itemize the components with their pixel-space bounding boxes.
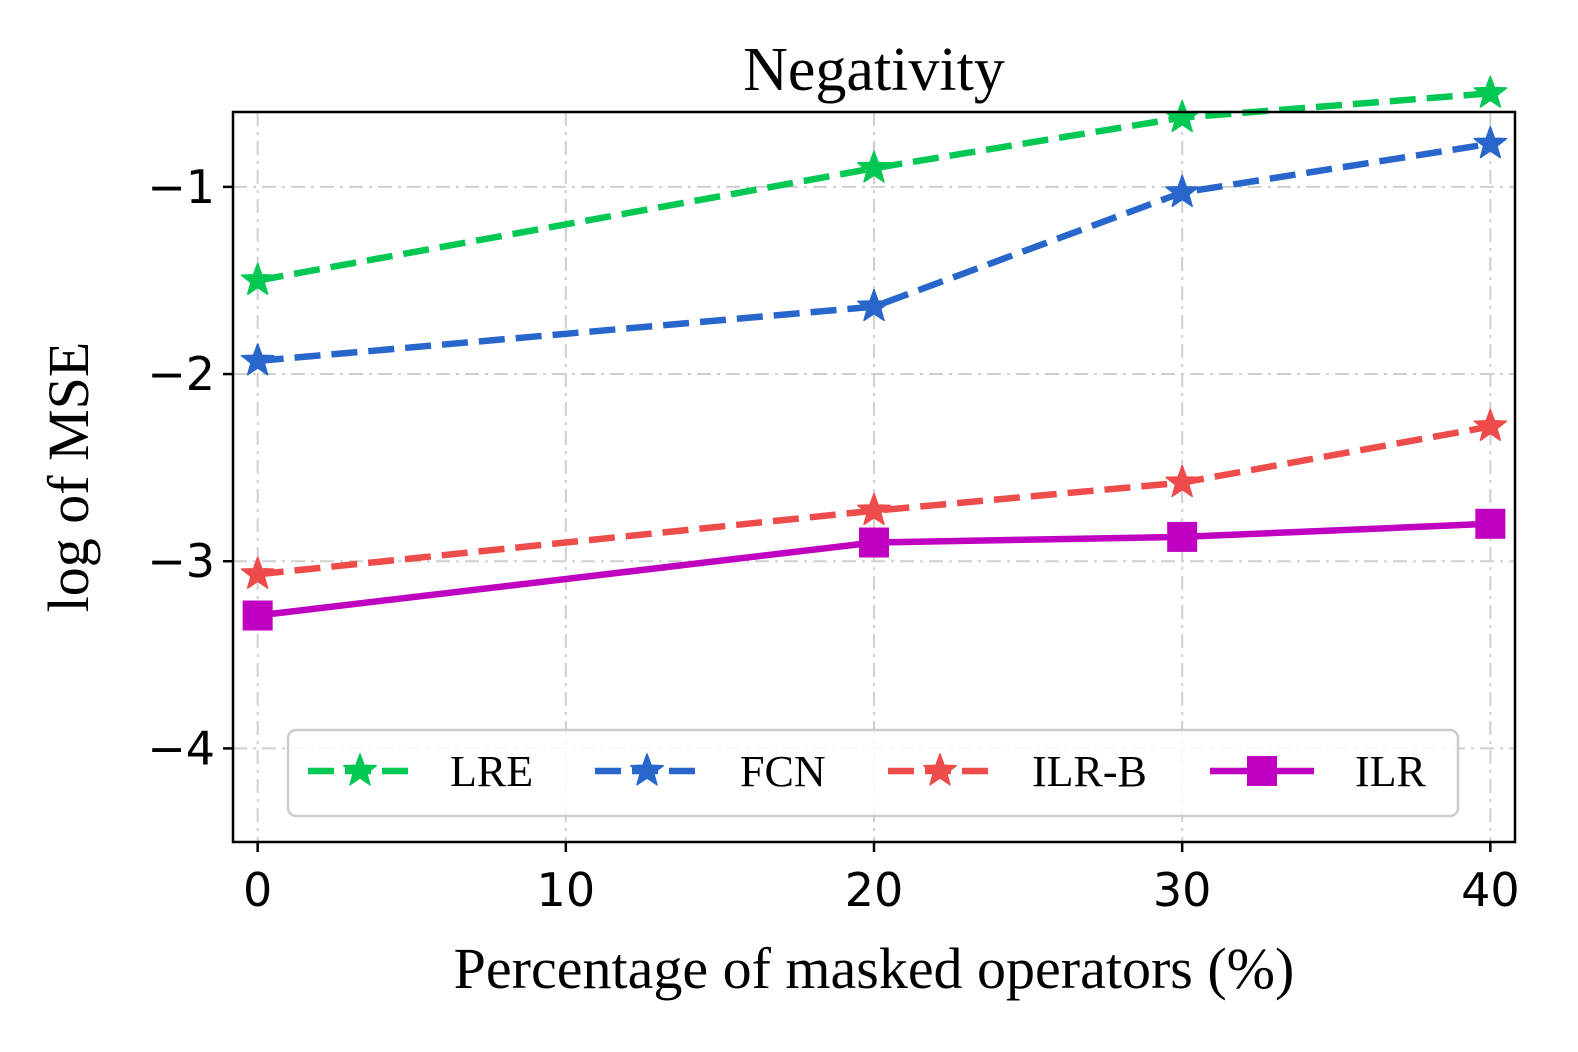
legend-label: FCN bbox=[740, 747, 826, 796]
series-fcn bbox=[240, 126, 1508, 376]
y-tick-label: −4 bbox=[147, 721, 215, 775]
y-axis-label: log of MSE bbox=[36, 342, 101, 613]
data-point-ilr-b bbox=[240, 556, 275, 589]
data-point-ilr bbox=[1167, 521, 1198, 552]
data-point-lre bbox=[240, 262, 275, 295]
legend-swatch-marker bbox=[630, 753, 664, 786]
data-point-ilr-b bbox=[1473, 408, 1508, 441]
series-ilr bbox=[242, 508, 1506, 631]
legend-item-lre: LRE bbox=[308, 747, 533, 796]
legend-label: ILR bbox=[1355, 747, 1427, 796]
data-point-ilr bbox=[242, 600, 273, 631]
data-point-lre bbox=[857, 150, 891, 183]
data-point-ilr-b bbox=[857, 492, 891, 526]
x-tick-label: 10 bbox=[537, 863, 596, 917]
data-point-ilr-b bbox=[1165, 464, 1200, 498]
series-lre bbox=[240, 75, 1508, 295]
data-point-fcn bbox=[857, 288, 891, 322]
legend: LRE FCN ILR-B ILR bbox=[286, 728, 1460, 818]
x-tick-label: 40 bbox=[1461, 863, 1520, 917]
legend-swatch-marker bbox=[343, 753, 377, 786]
y-tick-label: −1 bbox=[147, 160, 215, 214]
data-point-fcn bbox=[240, 343, 275, 376]
legend-item-ilr: ILR bbox=[1210, 747, 1427, 796]
y-tick-label: −3 bbox=[147, 534, 215, 588]
series-line-fcn bbox=[257, 140, 1491, 365]
x-tick-label: 20 bbox=[845, 863, 904, 917]
data-point-fcn bbox=[1165, 174, 1200, 207]
series-line-ilr-b bbox=[257, 423, 1491, 578]
series-ilr-b bbox=[240, 408, 1508, 589]
series-line-lre bbox=[257, 90, 1491, 284]
data-point-lre bbox=[1473, 75, 1508, 108]
legend-label: LRE bbox=[450, 747, 533, 796]
legend-box bbox=[286, 728, 1460, 818]
x-tick-label: 0 bbox=[243, 863, 272, 917]
data-point-fcn bbox=[1473, 126, 1508, 159]
data-point-ilr bbox=[859, 527, 889, 558]
x-tick-label: 30 bbox=[1153, 863, 1212, 917]
data-point-ilr bbox=[1475, 508, 1506, 539]
legend-item-fcn: FCN bbox=[595, 747, 826, 796]
y-tick-label: −2 bbox=[147, 347, 215, 401]
legend-swatch-marker bbox=[923, 753, 957, 786]
series-line-ilr bbox=[257, 520, 1491, 619]
chart-title: Negativity bbox=[743, 36, 1005, 104]
series-layer bbox=[240, 75, 1508, 631]
legend-label: ILR-B bbox=[1032, 747, 1147, 796]
data-point-lre bbox=[1165, 99, 1200, 133]
x-axis-label: Percentage of masked operators (%) bbox=[454, 936, 1295, 1001]
legend-swatch-marker bbox=[1247, 756, 1277, 786]
ticks: 0 10 20 30 40 −4 −3 −2 −1 bbox=[147, 160, 1519, 917]
legend-item-ilr-b: ILR-B bbox=[888, 747, 1147, 796]
